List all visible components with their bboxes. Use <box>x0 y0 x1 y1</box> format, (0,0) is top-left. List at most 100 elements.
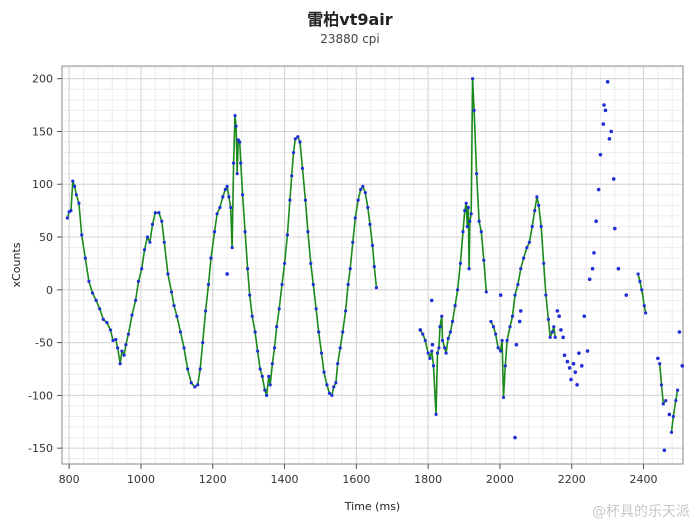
x-tick-label: 2400 <box>630 473 658 486</box>
data-point <box>157 211 161 215</box>
data-point <box>368 222 372 226</box>
data-point <box>203 309 208 313</box>
series-line-segment <box>419 77 488 416</box>
data-point <box>116 346 120 350</box>
x-tick-label: 2000 <box>486 473 514 486</box>
data-point <box>248 293 252 297</box>
data-point <box>658 362 662 366</box>
data-point <box>430 349 434 353</box>
data-point <box>136 279 141 283</box>
data-point <box>309 261 313 266</box>
x-tick-label: 800 <box>59 473 80 486</box>
data-point <box>108 328 113 332</box>
data-point <box>592 251 596 255</box>
data-point <box>605 80 610 84</box>
data-point <box>229 205 233 210</box>
data-point <box>494 332 498 336</box>
data-point <box>225 272 229 276</box>
data-point <box>671 414 675 419</box>
data-point <box>178 330 183 334</box>
data-point <box>218 205 222 210</box>
data-point <box>263 388 267 392</box>
data-point <box>111 338 115 343</box>
y-tick-label: -150 <box>28 442 53 455</box>
data-point <box>260 374 264 378</box>
data-point <box>270 362 274 366</box>
data-point <box>341 330 345 334</box>
data-point <box>438 325 442 329</box>
data-point <box>233 114 237 118</box>
data-point <box>565 359 570 364</box>
data-point <box>624 293 629 297</box>
data-point <box>243 230 247 234</box>
data-point <box>569 377 573 382</box>
data-point <box>505 338 509 343</box>
data-point <box>546 317 550 321</box>
chart-title: 雷柏vt9air <box>307 10 393 29</box>
x-axis-label: Time (ms) <box>344 500 400 513</box>
series-line-segment <box>490 196 556 399</box>
plot-area-frame <box>61 65 684 465</box>
data-point <box>602 103 606 107</box>
data-point <box>114 337 118 342</box>
data-point <box>503 364 507 368</box>
data-point <box>587 277 592 282</box>
data-point <box>235 172 239 176</box>
data-point <box>169 290 174 294</box>
data-point <box>101 317 105 321</box>
data-point <box>522 256 526 260</box>
data-point <box>514 342 519 347</box>
data-point <box>552 325 556 329</box>
data-point <box>148 240 152 244</box>
data-point <box>300 166 305 171</box>
data-point <box>317 330 321 334</box>
chart-subtitle: 23880 cpi <box>320 32 380 46</box>
series-line-segment <box>658 363 667 405</box>
data-point <box>280 282 284 287</box>
data-point <box>510 314 515 318</box>
data-point <box>124 343 128 347</box>
data-point <box>239 161 243 165</box>
data-point <box>421 332 425 336</box>
data-point <box>182 346 186 350</box>
data-point <box>500 338 504 343</box>
data-point <box>140 267 144 271</box>
data-point <box>94 298 98 302</box>
data-point <box>579 364 584 368</box>
data-point <box>426 351 430 355</box>
y-tick-label: 150 <box>32 125 53 138</box>
data-point <box>118 362 122 366</box>
data-point <box>501 395 506 400</box>
data-point <box>189 381 193 385</box>
data-point <box>598 152 603 157</box>
data-point <box>277 307 281 311</box>
data-point <box>74 193 78 197</box>
data-point <box>431 364 436 368</box>
data-point <box>535 195 539 199</box>
data-point <box>544 293 548 297</box>
data-point <box>607 137 612 141</box>
data-point <box>533 209 537 213</box>
data-point <box>122 353 126 357</box>
data-point <box>525 245 529 250</box>
data-point <box>461 230 465 234</box>
data-point <box>616 266 621 271</box>
data-point <box>555 309 560 313</box>
data-point <box>231 161 236 165</box>
data-point <box>463 209 467 213</box>
data-point <box>575 383 579 387</box>
data-point <box>517 319 522 324</box>
data-point <box>474 172 479 176</box>
data-point <box>446 336 450 340</box>
data-point <box>585 349 590 353</box>
y-tick-label: -100 <box>28 389 53 402</box>
data-point <box>322 370 326 374</box>
data-point <box>640 288 644 292</box>
data-point <box>325 383 329 387</box>
data-point <box>288 198 292 202</box>
data-point <box>680 364 685 368</box>
axis-ticks: 800 1000 1200 1400 1600 1800 2000 2200 240020015… <box>28 73 657 486</box>
data-point <box>448 330 452 334</box>
data-point <box>469 212 473 216</box>
data-point <box>105 320 109 325</box>
